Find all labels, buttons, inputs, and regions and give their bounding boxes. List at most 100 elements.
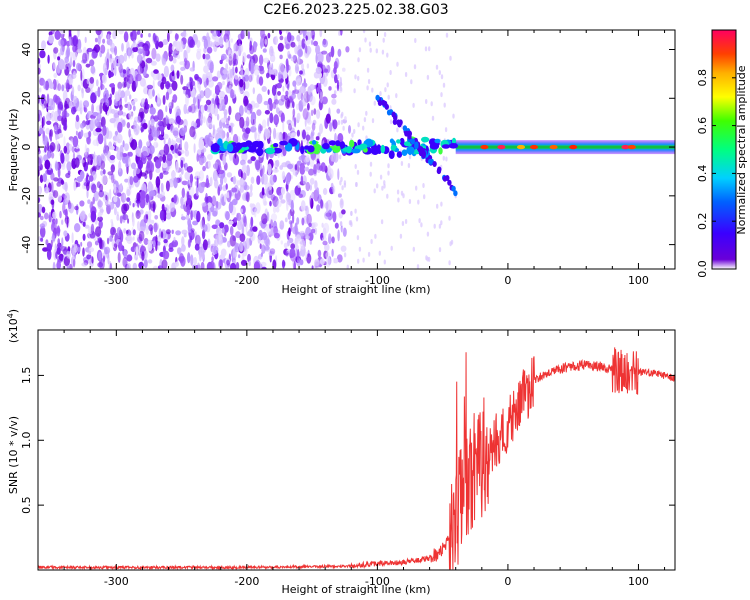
noise-speckle <box>196 153 199 162</box>
noise-speckle <box>98 190 104 198</box>
noise-speckle <box>171 170 176 179</box>
noise-speckle <box>214 161 218 171</box>
noise-speckle <box>159 172 164 180</box>
noise-speckle <box>130 139 138 151</box>
noise-speckle <box>54 161 59 171</box>
noise-speckle <box>339 86 343 92</box>
noise-speckle <box>207 160 211 169</box>
spectrogram-y-ticks: -40 -20 0 20 40 <box>20 43 675 254</box>
carrier-blob <box>284 142 293 152</box>
noise-speckle <box>235 231 241 239</box>
noise-speckle <box>43 80 46 89</box>
noise-speckle <box>152 201 156 213</box>
carrier-blob <box>390 144 396 152</box>
noise-speckle <box>66 217 69 228</box>
noise-speckle <box>179 139 182 149</box>
noise-speckle <box>317 51 324 64</box>
carrier-blob <box>448 143 459 149</box>
noise-speckle <box>291 93 296 99</box>
noise-speckle <box>155 143 158 148</box>
noise-speckle <box>373 100 376 106</box>
noise-speckle <box>94 90 100 97</box>
noise-speckle <box>189 77 194 89</box>
noise-speckle <box>120 182 123 190</box>
noise-speckle <box>396 189 400 195</box>
noise-speckle <box>82 233 86 241</box>
noise-speckle <box>113 183 117 194</box>
noise-speckle <box>123 228 127 234</box>
noise-speckle <box>218 230 223 241</box>
noise-speckle <box>65 79 70 89</box>
noise-speckle <box>339 154 342 160</box>
noise-speckle <box>312 222 318 228</box>
noise-speckle <box>176 70 180 79</box>
noise-speckle <box>105 194 108 201</box>
noise-speckle <box>356 169 360 175</box>
noise-speckle <box>80 241 83 247</box>
noise-speckle <box>386 52 389 58</box>
noise-speckle <box>74 205 79 211</box>
snr-line <box>38 347 675 570</box>
noise-speckle <box>66 161 72 172</box>
noise-speckle <box>141 98 144 104</box>
noise-speckle <box>448 260 451 266</box>
noise-speckle <box>183 104 187 115</box>
noise-speckle <box>204 87 211 99</box>
noise-speckle <box>107 171 114 176</box>
noise-speckle <box>414 38 417 43</box>
noise-speckle <box>250 176 255 184</box>
noise-speckle <box>228 189 232 198</box>
noise-speckle <box>328 233 332 245</box>
noise-speckle <box>109 118 116 124</box>
noise-speckle <box>41 206 46 214</box>
noise-speckle <box>200 104 205 114</box>
noise-speckle <box>228 220 234 225</box>
noise-speckle <box>346 264 349 269</box>
noise-speckle <box>337 79 339 92</box>
noise-speckle <box>235 66 238 74</box>
noise-speckle <box>86 188 89 199</box>
noise-speckle <box>168 118 175 125</box>
noise-speckle <box>86 53 90 62</box>
noise-speckle <box>271 84 277 96</box>
noise-speckle <box>271 63 274 72</box>
noise-speckle <box>223 176 227 184</box>
noise-speckle <box>140 126 145 132</box>
noise-speckle <box>76 62 81 71</box>
noise-speckle <box>122 69 127 74</box>
noise-speckle <box>113 195 118 203</box>
noise-speckle <box>66 250 71 259</box>
noise-speckle <box>256 109 262 116</box>
noise-speckle <box>72 151 76 162</box>
noise-speckle <box>209 260 215 269</box>
noise-speckle <box>185 94 189 107</box>
noise-speckle <box>235 252 238 258</box>
noise-speckle <box>252 87 255 95</box>
noise-speckle <box>212 210 218 217</box>
noise-speckle <box>145 57 153 64</box>
carrier-blob <box>357 139 362 146</box>
noise-speckle <box>49 129 53 138</box>
noise-speckle <box>219 222 225 229</box>
noise-speckle <box>60 106 64 111</box>
branch-blob <box>428 158 433 165</box>
noise-speckle <box>53 47 59 54</box>
noise-speckle <box>292 108 296 118</box>
noise-speckle <box>148 87 154 100</box>
noise-speckle <box>292 80 297 87</box>
noise-speckle <box>264 110 270 115</box>
noise-speckle <box>304 251 308 258</box>
noise-speckle <box>272 205 277 214</box>
noise-speckle <box>230 68 233 79</box>
noise-speckle <box>106 237 110 245</box>
noise-speckle <box>277 91 281 96</box>
noise-speckle <box>249 104 253 114</box>
noise-speckle <box>368 41 372 47</box>
noise-speckle <box>296 248 300 261</box>
noise-speckle <box>63 230 68 237</box>
noise-speckle <box>280 187 286 195</box>
noise-speckle <box>358 47 362 53</box>
noise-speckle <box>80 129 84 137</box>
carrier-peak <box>621 144 630 150</box>
noise-speckle <box>369 161 373 167</box>
